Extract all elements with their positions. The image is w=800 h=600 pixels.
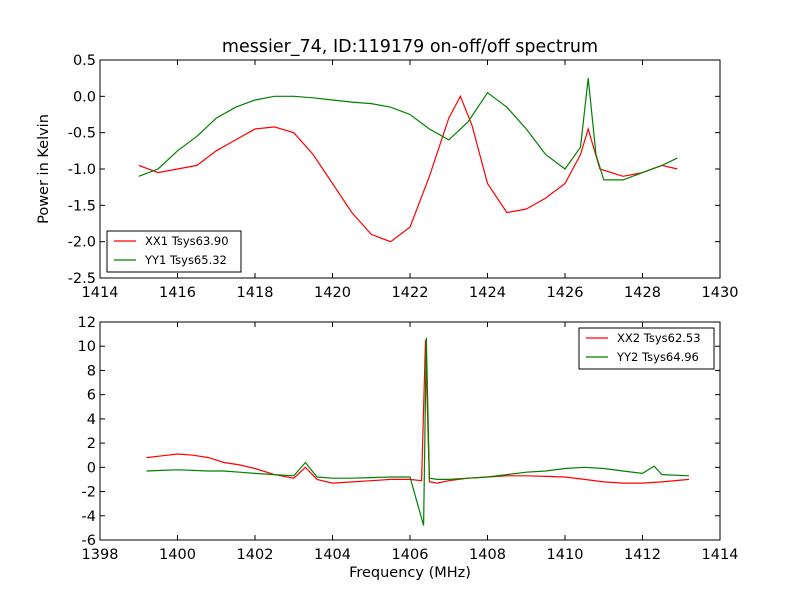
series-line-xx1 [138,94,678,243]
y-tick-label: -1.0 [68,162,96,178]
chart-bottom: Frequency (MHz) 1398 1400 1402 1404 1406 1408… [78,315,739,581]
x-tick-label: 1420 [314,285,351,301]
legend: XX2 Tsys62.53 YY2 Tsys64.96 [578,327,715,370]
x-tick-label: 1400 [159,547,196,563]
x-tick-label: 1406 [392,547,429,563]
y-tick-label: 0.0 [73,89,96,105]
y-tick-label: -2.5 [68,271,96,287]
legend-entry: XX1 Tsys63.90 [145,234,229,248]
y-tick-label: 2 [87,436,96,452]
y-tick-label: -1.5 [68,198,96,214]
y-tick-label: -2.0 [68,235,96,251]
legend-entry: XX2 Tsys62.53 [617,331,701,345]
y-tick-label: 12 [78,315,96,331]
x-tick-label: 1408 [469,547,506,563]
x-tick-label: 1404 [314,547,351,563]
y-tick-label: 8 [87,363,96,379]
x-tick-label: 1412 [624,547,661,563]
x-tick-label: 1422 [392,285,429,301]
x-tick-label: 1414 [82,285,119,301]
y-tick-label: -0.5 [68,126,96,142]
chart-top: messier_74, ID:119179 on-off/off spectru… [36,37,738,301]
y-tick-label: 4 [87,412,96,428]
y-tick-label: 6 [87,388,96,404]
legend-entry: YY1 Tsys65.32 [144,253,227,267]
x-tick-label: 1414 [702,547,739,563]
x-axis-label: Frequency (MHz) [349,565,471,581]
series-line-xx2 [146,340,690,484]
y-tick-label: -2 [82,485,96,501]
y-tick-label: -4 [82,509,96,525]
x-tick-label: 1402 [237,547,274,563]
series-line-yy1 [138,78,678,181]
x-tick-label: 1430 [702,285,739,301]
legend-entry: YY2 Tsys64.96 [616,350,699,364]
x-tick-label: 1428 [624,285,661,301]
chart-title: messier_74, ID:119179 on-off/off spectru… [222,37,598,57]
y-tick-label: -6 [82,533,96,549]
x-tick-label: 1416 [159,285,196,301]
x-tick-label: 1424 [469,285,506,301]
x-tick-label: 1426 [547,285,584,301]
series-line-yy2 [146,337,690,526]
y-axis-label: Power in Kelvin [36,114,52,224]
legend: XX1 Tsys63.90 YY1 Tsys65.32 [106,230,242,273]
x-tick-label: 1398 [82,547,119,563]
y-tick-label: 0.5 [73,53,96,69]
x-tick-label: 1418 [237,285,274,301]
y-tick-label: 10 [78,339,96,355]
x-tick-label: 1410 [547,547,584,563]
y-tick-label: 0 [87,460,96,476]
